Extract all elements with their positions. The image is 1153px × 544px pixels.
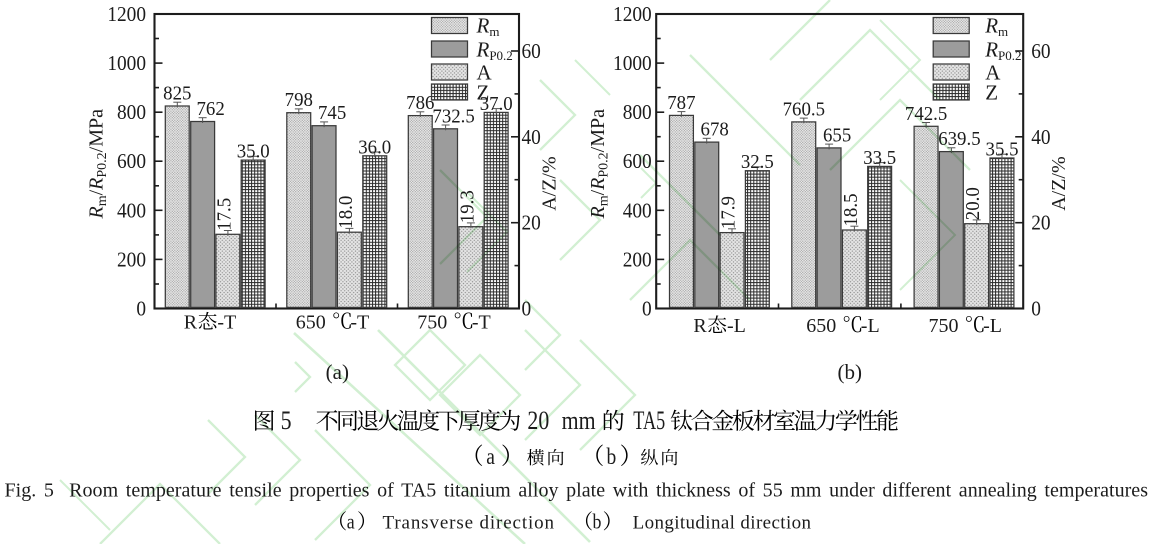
svg-text:400: 400 [623,199,652,222]
svg-text:825: 825 [163,82,191,105]
svg-text:-L: -L [983,315,1002,337]
svg-text:760.5: 760.5 [783,98,826,121]
svg-text:655: 655 [823,124,851,147]
svg-text:60: 60 [522,40,541,63]
svg-text:742.5: 742.5 [905,102,948,125]
svg-text:R: R [184,312,198,334]
svg-text:1200: 1200 [107,3,146,26]
svg-text:786: 786 [406,91,434,114]
svg-text:600: 600 [117,150,146,173]
svg-text:639.5: 639.5 [938,127,981,150]
svg-text:32.5: 32.5 [741,151,774,174]
svg-text:RP0.2: RP0.2 [984,38,1021,64]
svg-text:mm: mm [562,407,596,435]
svg-text:Z: Z [985,81,998,105]
svg-text:Rm: Rm [984,14,1008,40]
svg-text:650: 650 [806,315,836,337]
svg-text:1000: 1000 [613,52,652,75]
svg-text:A/Z/%: A/Z/% [1048,156,1070,210]
svg-text:-T: -T [350,312,369,334]
svg-text:35.5: 35.5 [986,138,1019,161]
svg-text:Fig. 5 Room temperature tensi: Fig. 5 Room temperature tensile properti… [5,480,1149,502]
svg-text:0: 0 [1031,298,1041,321]
svg-text:37.0: 37.0 [480,92,513,115]
svg-text:400: 400 [117,199,146,222]
svg-text:RP0.2: RP0.2 [476,38,513,64]
svg-text:-L: -L [727,315,746,337]
svg-text:17.9: 17.9 [717,196,740,229]
svg-text:35.0: 35.0 [237,140,270,163]
svg-text:20: 20 [1031,212,1050,235]
svg-text:650: 650 [296,312,326,334]
svg-text:40: 40 [522,126,541,149]
svg-text:750: 750 [929,315,959,337]
svg-text:17.5: 17.5 [213,198,236,231]
svg-text:0: 0 [136,298,146,321]
svg-text:0: 0 [642,298,652,321]
svg-text:18.0: 18.0 [334,196,357,229]
svg-text:798: 798 [285,89,313,112]
svg-text:-T: -T [217,312,236,334]
svg-text:b: b [593,511,602,534]
svg-text:0: 0 [522,298,532,321]
svg-text:40: 40 [1031,126,1050,149]
svg-text:Rm: Rm [476,14,500,40]
svg-text:33.5: 33.5 [863,146,896,169]
svg-text:A: A [477,61,493,85]
svg-text:1200: 1200 [613,3,652,26]
svg-text:Z: Z [477,81,490,105]
svg-text:750: 750 [417,312,447,334]
svg-text:TA5: TA5 [633,406,665,435]
svg-text:5: 5 [281,407,292,435]
svg-text:745: 745 [318,102,346,125]
svg-text:200: 200 [623,249,652,272]
svg-text:18.5: 18.5 [839,193,862,226]
svg-text:200: 200 [117,249,146,272]
svg-text:800: 800 [117,101,146,124]
svg-text:20: 20 [522,212,541,235]
svg-text:732.5: 732.5 [432,105,475,128]
svg-text:R: R [693,315,707,337]
svg-text:Longitudinal direction: Longitudinal direction [633,513,812,534]
svg-text:A/Z/%: A/Z/% [539,156,561,210]
svg-text:a: a [486,444,495,470]
svg-text:-T: -T [472,312,491,334]
svg-text:678: 678 [701,118,729,141]
svg-text:Transverse direction: Transverse direction [383,513,555,534]
svg-text:1000: 1000 [107,52,146,75]
svg-text:20.0: 20.0 [962,187,985,220]
svg-text:787: 787 [667,91,695,114]
svg-text:762: 762 [196,97,224,120]
svg-text:a: a [347,511,355,534]
svg-text:Rm/RP0.2/MPa: Rm/RP0.2/MPa [86,109,111,220]
svg-text:800: 800 [623,101,652,124]
svg-text:A: A [985,61,1001,85]
svg-text:60: 60 [1031,40,1050,63]
svg-text:(b): (b) [838,360,863,384]
svg-text:-L: -L [861,315,880,337]
svg-text:20: 20 [527,407,549,435]
svg-text:Rm/RP0.2/MPa: Rm/RP0.2/MPa [587,109,612,220]
svg-text:36.0: 36.0 [358,136,391,159]
svg-text:600: 600 [623,150,652,173]
svg-text:b: b [607,444,617,470]
